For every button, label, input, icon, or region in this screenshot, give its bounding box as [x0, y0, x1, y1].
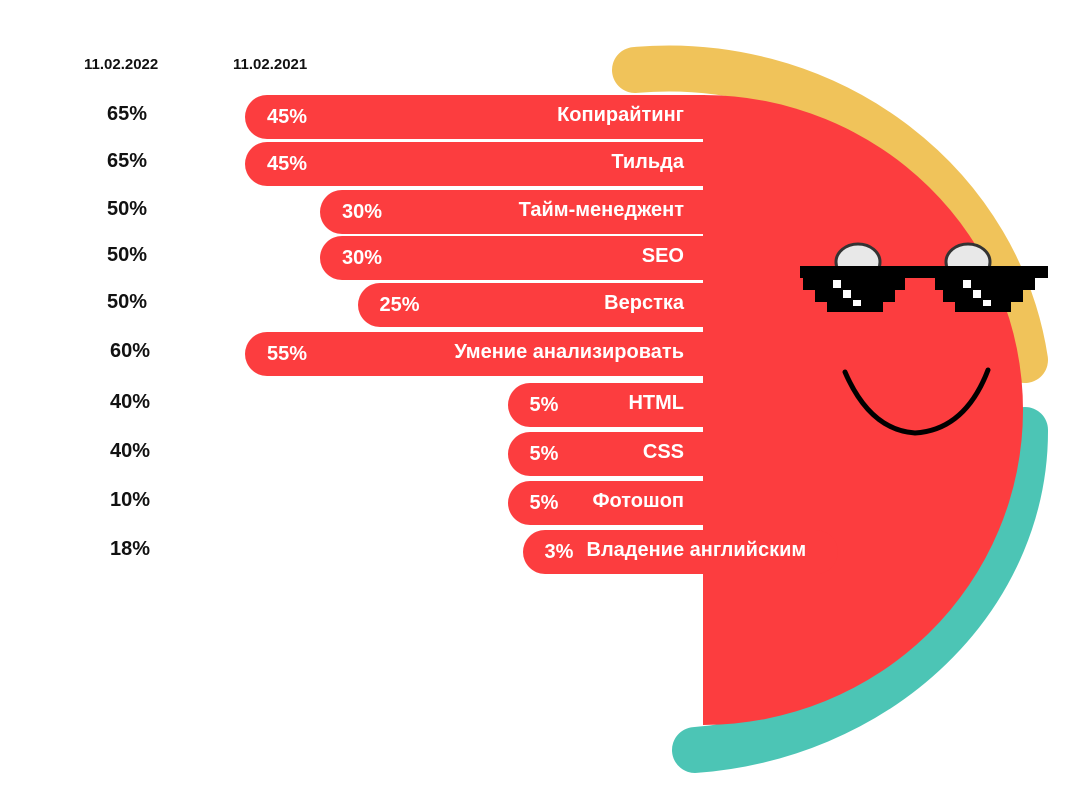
- value-2022: 50%: [107, 244, 148, 266]
- value-2022: 18%: [110, 538, 151, 560]
- bar-2021: [320, 190, 705, 234]
- category-label: Владение английским: [586, 539, 807, 561]
- bar-2021: [357, 283, 705, 327]
- sunglasses-icon: [800, 266, 1048, 312]
- category-label: Фотошоп: [592, 490, 684, 512]
- value-2022: 40%: [110, 440, 151, 462]
- bar-value-2021: 25%: [379, 294, 420, 316]
- bar-value-2021: 55%: [267, 343, 308, 365]
- category-label: Копирайтинг: [557, 104, 684, 126]
- legend-series-2022: 11.02.2022: [84, 56, 159, 73]
- bar-value-2021: 5%: [529, 443, 559, 465]
- value-2022: 50%: [107, 198, 148, 220]
- bar-value-2021: 5%: [529, 492, 559, 514]
- category-label: Умение анализировать: [454, 341, 684, 363]
- category-label: CSS: [642, 441, 684, 463]
- bar-value-2021: 30%: [342, 247, 383, 269]
- category-label: SEO: [641, 245, 684, 267]
- bar-value-2021: 45%: [267, 106, 308, 128]
- value-2022: 65%: [107, 150, 148, 172]
- bar-2021: [507, 432, 705, 476]
- bar-value-2021: 5%: [529, 394, 559, 416]
- smile: [842, 367, 991, 436]
- category-label: HTML: [628, 392, 684, 414]
- bar-2021: [245, 332, 705, 376]
- value-2022: 10%: [110, 489, 151, 511]
- bar-value-2021: 3%: [544, 541, 574, 563]
- value-2022: 50%: [107, 291, 148, 313]
- bar-value-2021: 30%: [342, 201, 383, 223]
- category-label: Верстка: [604, 292, 684, 314]
- bar-value-2021: 45%: [267, 153, 308, 175]
- bar-2021: [507, 383, 705, 427]
- bar-2021: [320, 236, 705, 280]
- value-2022: 60%: [110, 340, 151, 362]
- bar-2021: [245, 95, 705, 139]
- bar-2021: [507, 481, 705, 525]
- bar-2021: [245, 142, 705, 186]
- category-label: Тильда: [611, 151, 684, 173]
- category-label: Тайм-менеджент: [518, 199, 684, 221]
- value-2022: 65%: [107, 103, 148, 125]
- value-2022: 40%: [110, 391, 151, 413]
- legend-series-2021: 11.02.2021: [233, 56, 308, 73]
- bar-2021: [522, 530, 838, 574]
- bottom-arc: [672, 407, 1049, 773]
